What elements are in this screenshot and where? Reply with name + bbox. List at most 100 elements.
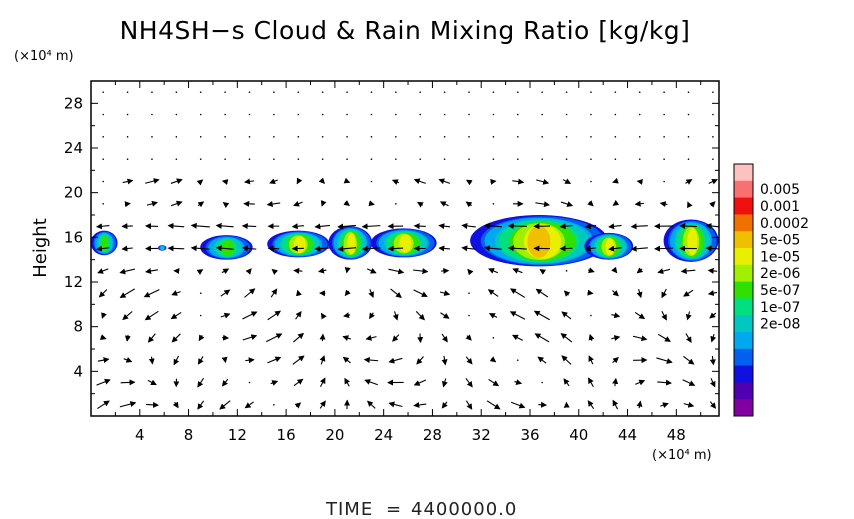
wind-vector-dot — [687, 113, 690, 116]
wind-vector — [510, 401, 526, 409]
wind-vector — [344, 266, 351, 274]
wind-vector — [488, 268, 499, 274]
wind-vector — [365, 334, 377, 341]
wind-vector — [171, 290, 181, 296]
wind-vector — [509, 288, 526, 298]
wind-vector — [487, 289, 499, 297]
wind-vector — [98, 289, 108, 298]
wind-vector-dot — [516, 91, 519, 93]
wind-vector — [654, 245, 674, 252]
colorbar-label: 0.001 — [760, 199, 800, 215]
wind-vector — [634, 200, 644, 207]
wind-vector-dot — [541, 158, 543, 160]
y-tick-label: 20 — [64, 184, 83, 202]
wind-vector-dot — [199, 158, 202, 160]
wind-vector-dot — [346, 91, 348, 93]
wind-vector — [242, 311, 258, 320]
wind-vector — [241, 245, 257, 252]
wind-vector — [145, 401, 160, 408]
wind-vector — [122, 178, 134, 185]
wind-vector — [465, 377, 473, 388]
wind-vector — [705, 223, 719, 229]
wind-vector-dot — [248, 136, 251, 138]
wind-vector — [467, 268, 474, 276]
wind-vector — [657, 333, 671, 342]
wind-vector-dot — [151, 158, 153, 160]
wind-vector-dot — [590, 113, 592, 116]
time-equals: = — [386, 499, 402, 519]
wind-vector — [366, 400, 376, 409]
wind-vector-dot — [614, 158, 617, 160]
wind-vector — [344, 377, 350, 387]
wind-vector — [685, 179, 693, 185]
wind-vector — [148, 356, 155, 365]
wind-vector — [438, 178, 451, 185]
wind-vector — [361, 223, 381, 230]
wind-vector-dot — [492, 91, 495, 93]
wind-vector — [267, 356, 282, 364]
wind-vector — [271, 268, 279, 275]
wind-vector-dot — [346, 136, 348, 138]
cloud-contour — [527, 225, 551, 258]
wind-vector-dot — [687, 91, 690, 93]
wind-vector-dot — [443, 158, 446, 160]
wind-vector — [534, 333, 550, 343]
wind-vector — [660, 402, 669, 408]
cloud-contour — [687, 228, 698, 256]
wind-vector — [636, 267, 644, 274]
wind-vector — [97, 357, 110, 364]
wind-vector — [465, 400, 473, 410]
wind-vector — [563, 290, 571, 297]
wind-vector-dot — [346, 158, 348, 160]
wind-vector — [439, 290, 451, 297]
wind-vector — [490, 178, 497, 185]
wind-vector — [270, 288, 278, 298]
wind-vector — [390, 288, 402, 299]
wind-vector — [537, 356, 547, 364]
wind-vector — [661, 288, 667, 299]
wind-vector-dot — [370, 136, 373, 138]
wind-vector-dot — [712, 91, 714, 93]
wind-vector — [486, 400, 501, 410]
wind-vector — [219, 400, 231, 410]
wind-vector-dot — [102, 158, 104, 160]
wind-vector-dot — [102, 203, 104, 205]
wind-vector — [630, 245, 648, 252]
wind-vector — [588, 377, 594, 388]
wind-vector — [438, 223, 451, 230]
wind-vector — [465, 179, 473, 186]
wind-vector — [319, 333, 326, 342]
wind-vector-dot — [638, 158, 641, 160]
wind-vector — [171, 333, 181, 343]
time-label: TIME — [325, 499, 373, 519]
y-tick-label: 4 — [73, 362, 83, 380]
wind-vector — [296, 177, 303, 185]
wind-vector-dot — [492, 136, 495, 138]
wind-vector — [221, 378, 229, 387]
wind-vector — [683, 355, 695, 365]
wind-vector — [588, 355, 594, 365]
wind-vector-dot — [663, 136, 665, 138]
wind-vector — [167, 222, 185, 229]
wind-vector — [440, 267, 450, 274]
wind-vector — [387, 245, 404, 252]
x-tick-label: 24 — [374, 426, 393, 444]
wind-vector-dot — [273, 404, 275, 406]
wind-vector — [489, 356, 497, 363]
wind-vector — [512, 268, 523, 274]
wind-vector — [222, 202, 230, 208]
wind-vector — [438, 245, 451, 252]
wind-vector — [612, 177, 619, 184]
wind-vector — [361, 245, 381, 252]
wind-vector — [363, 357, 379, 364]
wind-vector-dot — [468, 314, 470, 317]
wind-vector — [244, 401, 254, 409]
wind-vector — [559, 223, 573, 230]
wind-vector — [119, 288, 135, 298]
wind-vector-dot — [297, 91, 300, 93]
wind-vector-dot — [102, 91, 104, 93]
wind-vector — [656, 357, 673, 364]
colorbar-label: 5e-07 — [760, 283, 800, 299]
x-tick-label: 44 — [618, 426, 637, 444]
wind-vector — [636, 400, 643, 409]
